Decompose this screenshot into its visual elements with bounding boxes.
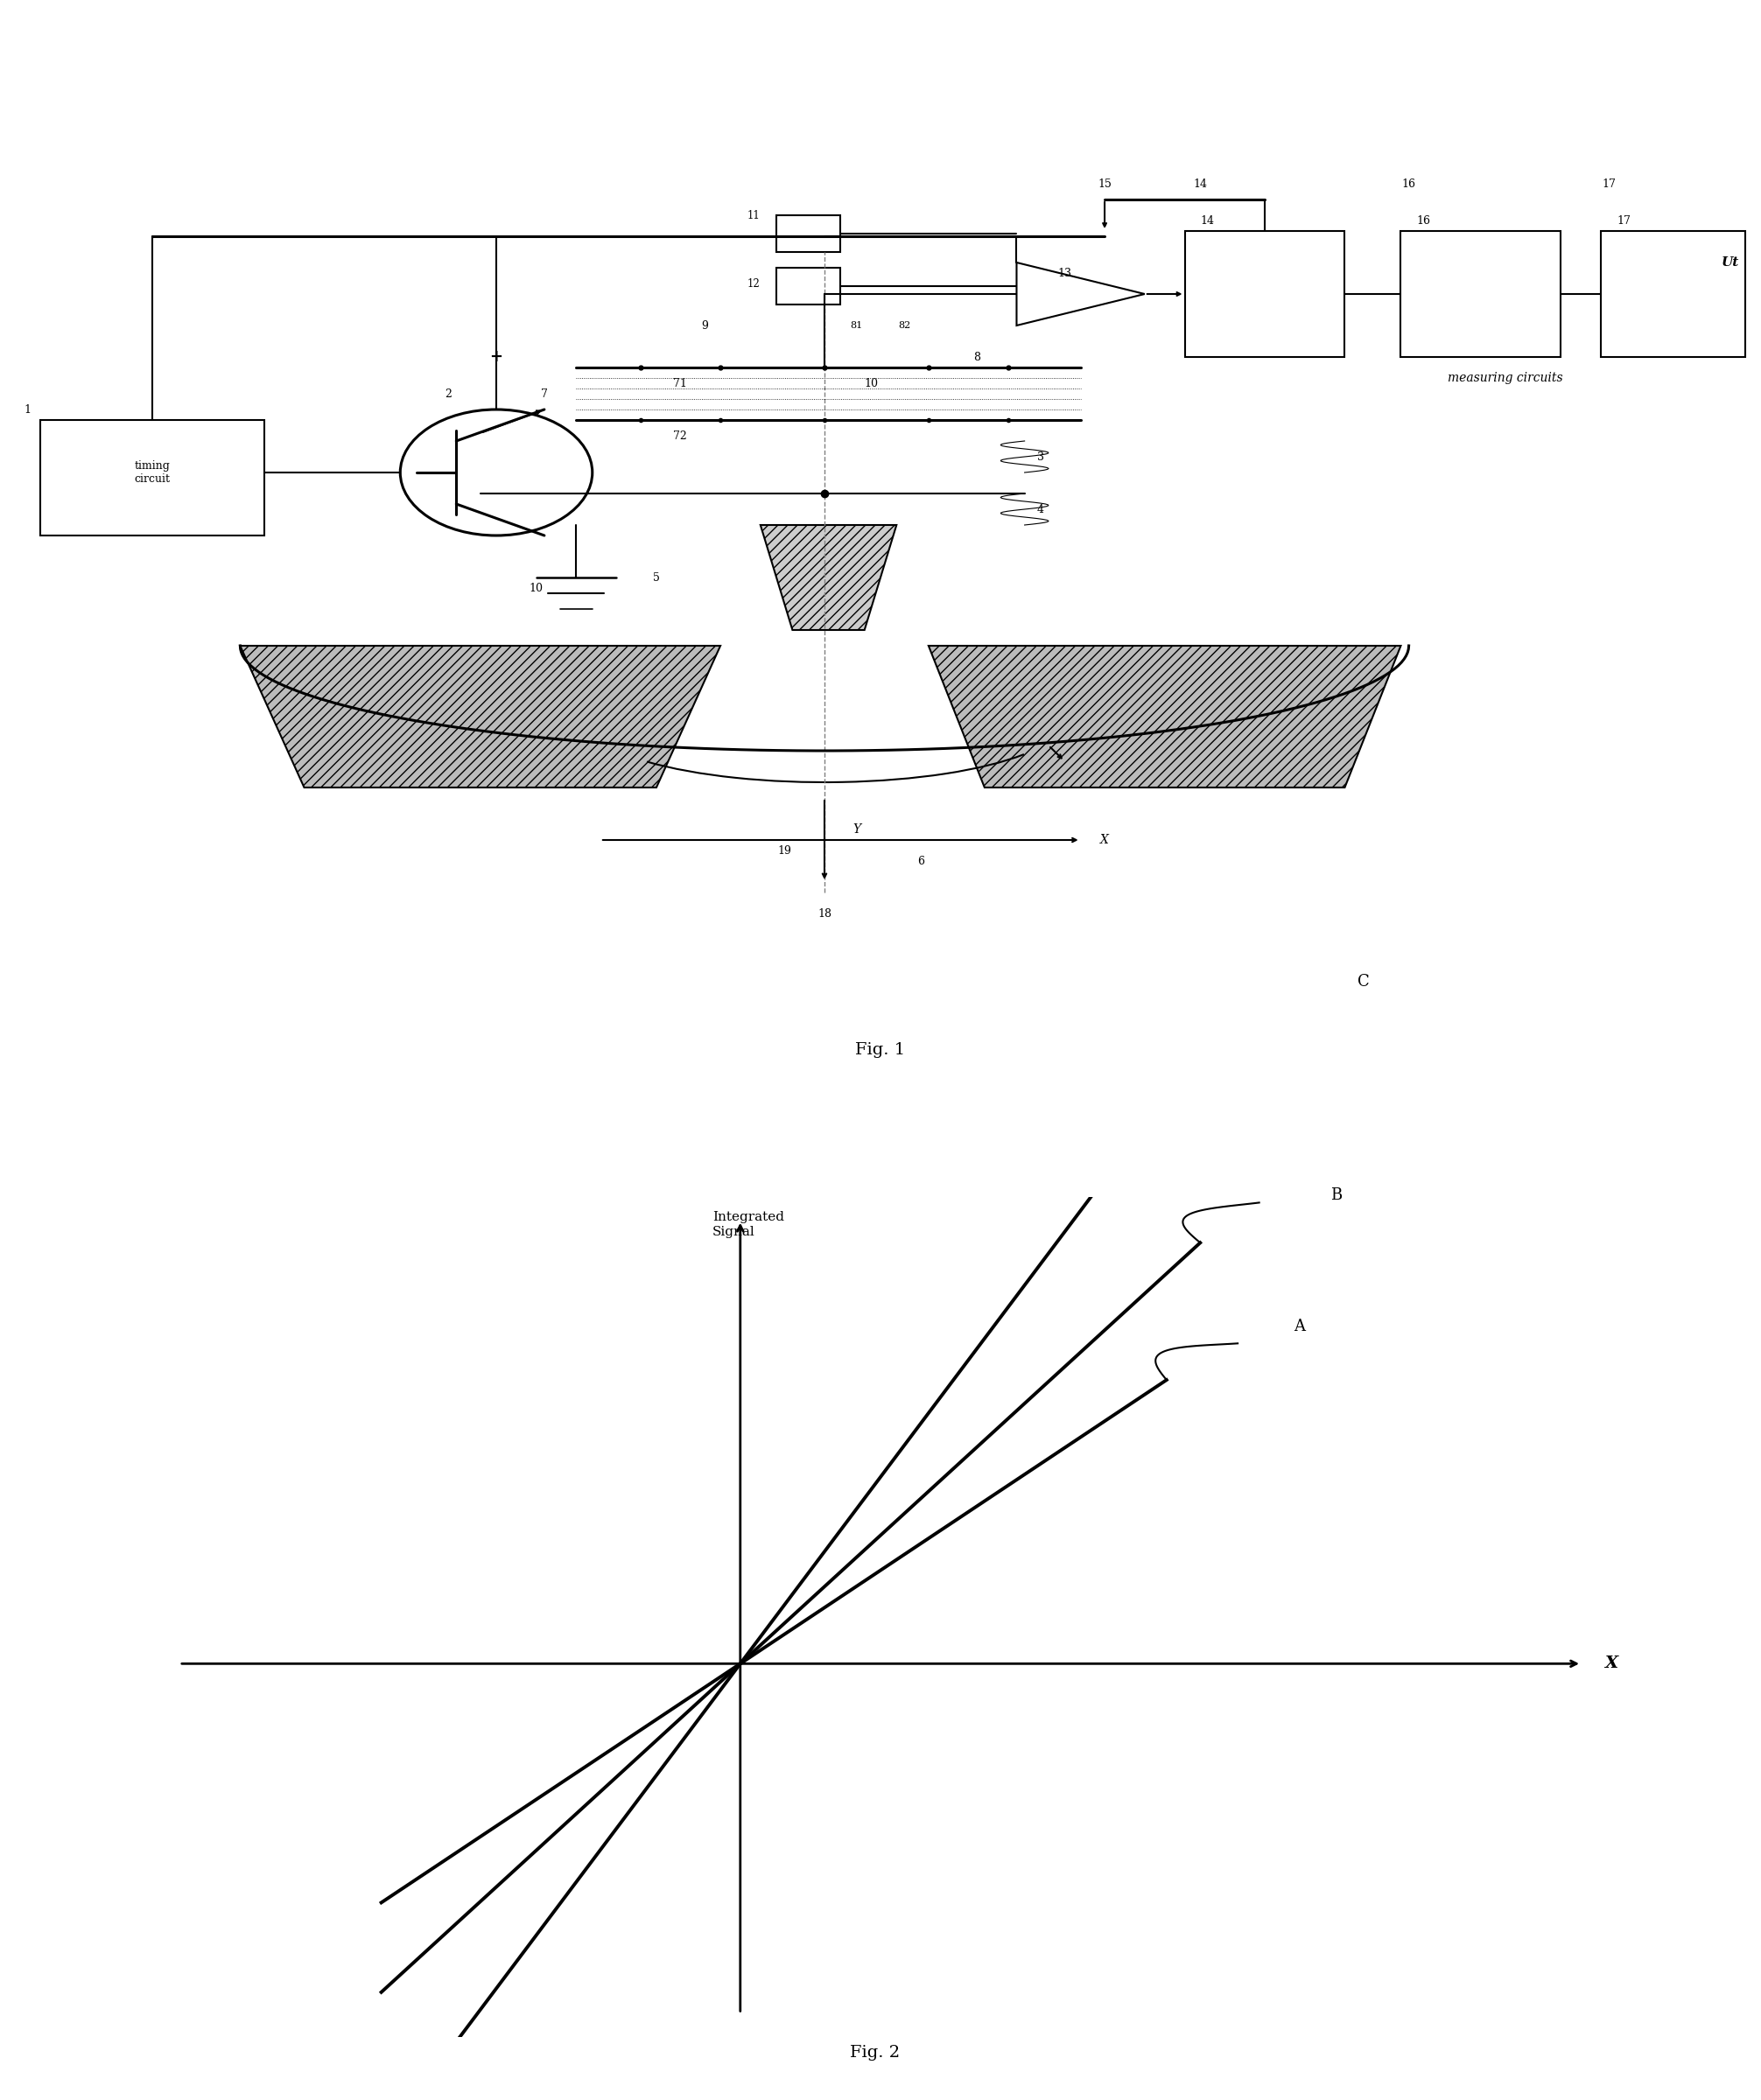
Polygon shape — [761, 525, 896, 630]
Text: 3: 3 — [1037, 452, 1044, 462]
Bar — [41, 420, 264, 536]
Text: Ut: Ut — [1720, 256, 1738, 269]
Polygon shape — [928, 647, 1400, 788]
Text: 14: 14 — [1194, 179, 1208, 189]
Text: 17: 17 — [1617, 214, 1631, 227]
Text: Integrated
Signal: Integrated Signal — [711, 1212, 784, 1239]
Polygon shape — [239, 647, 720, 788]
Text: 19: 19 — [778, 844, 791, 857]
Text: B: B — [1331, 1189, 1342, 1203]
Text: Fig. 2: Fig. 2 — [851, 2045, 900, 2060]
Text: +: + — [490, 349, 504, 365]
Text: measuring circuits: measuring circuits — [1448, 372, 1562, 384]
Text: 12: 12 — [747, 277, 761, 290]
Bar — [1601, 231, 1745, 357]
Text: 10: 10 — [865, 378, 879, 388]
Text: 71: 71 — [673, 378, 687, 388]
Bar — [777, 267, 840, 304]
Text: 72: 72 — [673, 430, 687, 441]
Text: 8: 8 — [974, 351, 981, 363]
Text: 5: 5 — [653, 571, 660, 584]
Text: 16: 16 — [1402, 179, 1416, 189]
Text: C: C — [1358, 974, 1368, 989]
Text: 17: 17 — [1603, 179, 1617, 189]
Text: 14: 14 — [1201, 214, 1215, 227]
Text: Fig. 1: Fig. 1 — [856, 1042, 905, 1058]
Text: 6: 6 — [917, 855, 925, 867]
Text: 13: 13 — [1058, 267, 1072, 279]
Text: 18: 18 — [817, 907, 831, 920]
Text: 2: 2 — [446, 388, 453, 399]
Text: Y: Y — [852, 823, 861, 836]
Text: 1: 1 — [25, 403, 32, 416]
Text: 9: 9 — [701, 319, 708, 332]
Bar — [777, 214, 840, 252]
Text: 15: 15 — [1097, 179, 1111, 189]
Text: X: X — [1604, 1655, 1617, 1672]
Text: 7: 7 — [541, 388, 548, 399]
Text: 81: 81 — [851, 321, 863, 330]
Text: 16: 16 — [1418, 214, 1430, 227]
Text: timing
circuit: timing circuit — [134, 460, 171, 485]
Text: A: A — [1293, 1319, 1305, 1334]
Text: X: X — [1101, 834, 1109, 846]
Text: 10: 10 — [530, 582, 544, 594]
Text: 11: 11 — [747, 210, 761, 220]
Text: 4: 4 — [1037, 504, 1044, 514]
Text: 82: 82 — [898, 321, 910, 330]
Bar — [1400, 231, 1560, 357]
Bar — [1185, 231, 1345, 357]
